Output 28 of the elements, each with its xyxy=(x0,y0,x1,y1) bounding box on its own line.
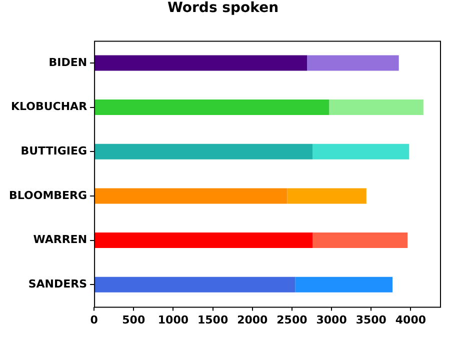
x-tick-label: 1000 xyxy=(158,313,189,326)
bar xyxy=(295,276,392,292)
y-tick-label: BUTTIGIEG xyxy=(20,144,88,158)
x-tick-label: 500 xyxy=(122,313,146,326)
x-tick-label: 4000 xyxy=(395,313,426,326)
chart-title: Words spoken xyxy=(167,0,279,16)
bar xyxy=(312,232,408,248)
bar xyxy=(307,55,399,71)
bar xyxy=(94,232,313,248)
y-tick-label: BLOOMBERG xyxy=(8,188,88,202)
x-tick-label: 3000 xyxy=(316,313,348,326)
x-tick-label: 2000 xyxy=(237,313,268,326)
bar xyxy=(94,144,313,160)
y-tick-label: BIDEN xyxy=(48,56,88,69)
y-tick-label: WARREN xyxy=(33,233,88,246)
y-tick-label: KLOBUCHAR xyxy=(10,100,88,114)
bar xyxy=(329,100,424,116)
bar xyxy=(312,144,410,160)
bar xyxy=(94,188,288,204)
y-tick-label: SANDERS xyxy=(28,277,88,290)
x-tick-label: 0 xyxy=(90,313,98,326)
bar xyxy=(94,55,307,71)
x-tick-label: 2500 xyxy=(276,313,308,326)
x-tick-label: 3500 xyxy=(356,313,387,326)
x-tick-label: 1500 xyxy=(197,313,228,326)
bar xyxy=(287,188,366,204)
bar xyxy=(94,100,330,116)
bar xyxy=(94,276,296,292)
